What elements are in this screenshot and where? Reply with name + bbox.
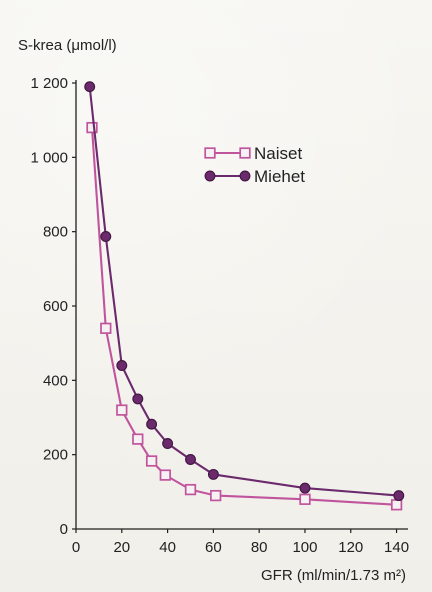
point-miehet-8 — [299, 482, 311, 494]
point-naiset-8 — [299, 493, 311, 505]
point-naiset-6 — [184, 483, 197, 496]
point-miehet-6 — [185, 454, 196, 465]
y-tick-label-400: 400 — [43, 372, 68, 389]
x-axis-title: GFR (ml/min/1.73 m²) — [261, 567, 406, 584]
point-naiset-1 — [100, 322, 112, 334]
y-tick-label-1000: 1 000 — [30, 149, 68, 166]
series-line-miehet — [88, 85, 400, 497]
y-tick-label-600: 600 — [43, 298, 68, 315]
x-tick-label-60: 60 — [205, 539, 222, 556]
point-naiset-7 — [210, 489, 222, 502]
legend-label-naiset: Naiset — [254, 144, 302, 163]
x-tick-label-80: 80 — [251, 539, 268, 556]
y-tick-label-1200: 1 200 — [30, 75, 68, 92]
y-tick-label-200: 200 — [43, 447, 68, 464]
series-line-naiset — [90, 126, 398, 506]
point-naiset-3 — [132, 433, 144, 445]
x-tick-label-120: 120 — [338, 539, 363, 556]
x-tick-label-0: 0 — [72, 539, 80, 556]
point-naiset-5 — [159, 469, 171, 481]
point-miehet-9 — [393, 490, 405, 502]
y-tick-label-800: 800 — [43, 224, 68, 241]
point-naiset-2 — [116, 404, 128, 416]
legend-marker-left-naiset — [204, 147, 216, 159]
legend-marker-right-miehet — [239, 170, 251, 182]
x-tick-label-140: 140 — [384, 539, 409, 556]
point-miehet-0 — [84, 81, 96, 93]
point-miehet-5 — [162, 438, 174, 449]
point-miehet-4 — [146, 418, 158, 430]
x-tick-label-20: 20 — [113, 539, 130, 556]
point-miehet-1 — [100, 231, 112, 242]
legend-marker-right-naiset — [239, 147, 251, 159]
point-naiset-0 — [86, 121, 98, 134]
point-miehet-2 — [116, 360, 128, 371]
legend-label-miehet: Miehet — [254, 167, 305, 186]
point-naiset-9 — [390, 499, 403, 511]
point-miehet-7 — [207, 468, 219, 480]
y-axis-title: S-krea (μmol/l) — [18, 37, 117, 54]
point-miehet-3 — [132, 393, 144, 405]
point-naiset-4 — [145, 455, 158, 467]
legend-marker-left-miehet — [204, 170, 216, 182]
x-tick-label-40: 40 — [159, 539, 176, 556]
y-tick-label-0: 0 — [60, 521, 68, 538]
x-tick-label-100: 100 — [292, 539, 317, 556]
